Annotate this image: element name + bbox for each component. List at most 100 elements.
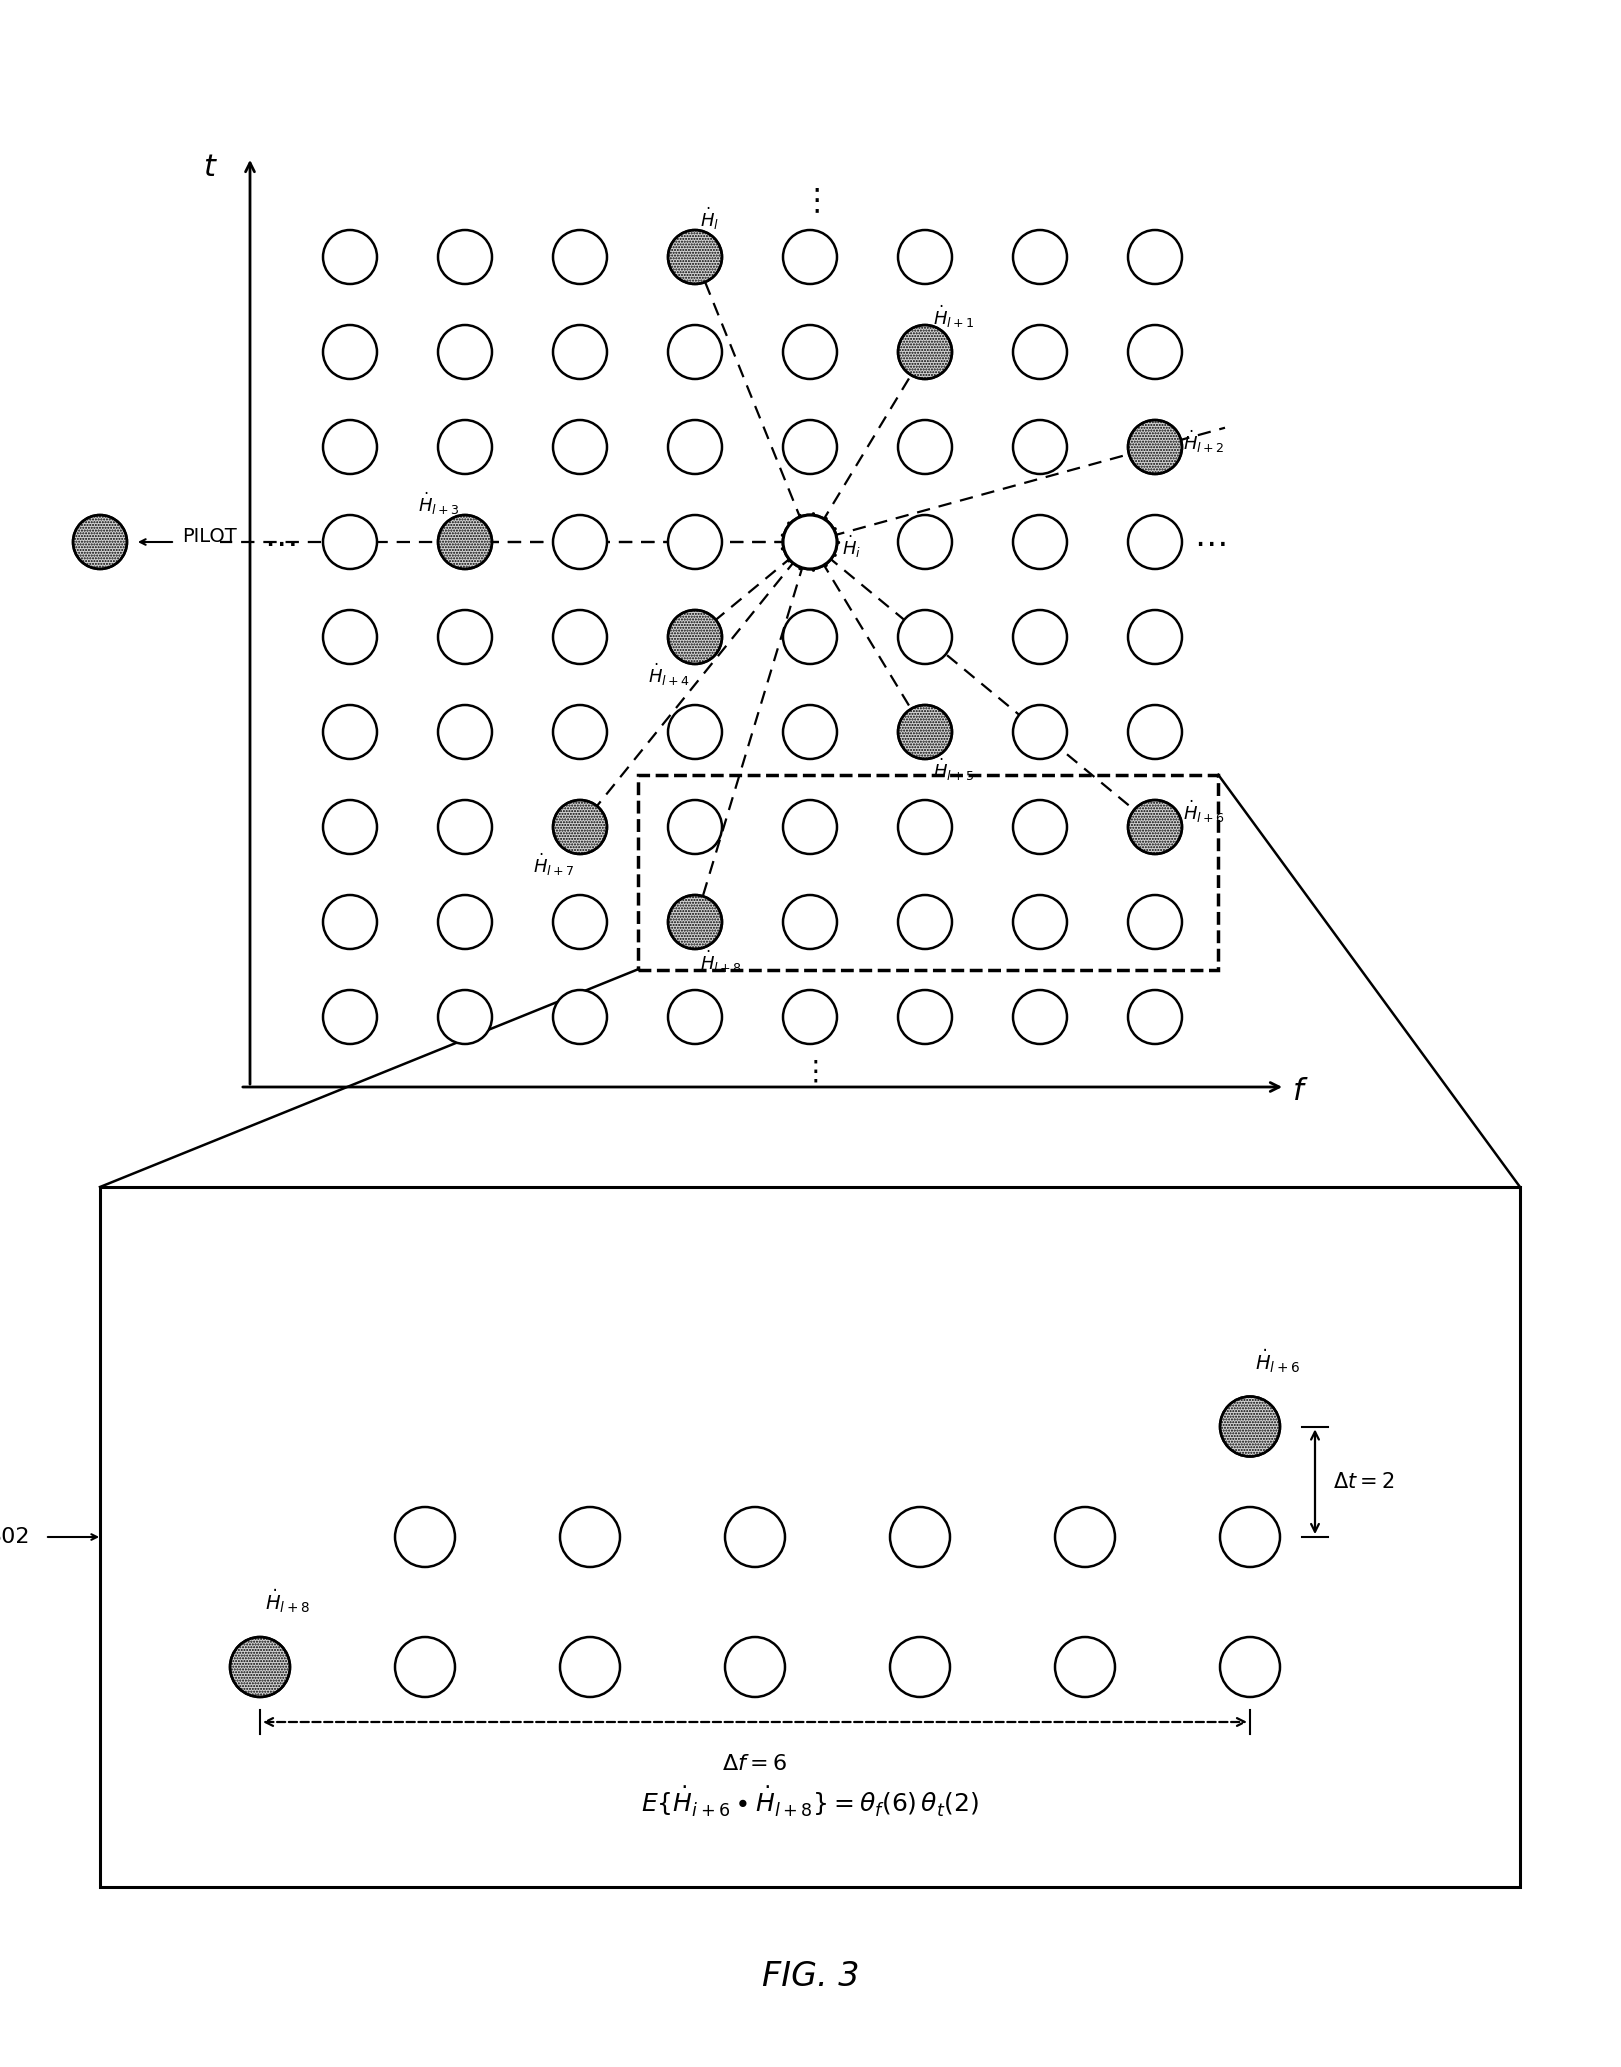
Circle shape <box>1128 895 1182 949</box>
Circle shape <box>1013 990 1067 1044</box>
Circle shape <box>323 325 378 378</box>
Text: $E\{\dot{H}_{i+6} \bullet \dot{H}_{l+8}\} = \theta_f(6)\,\theta_t(2)$: $E\{\dot{H}_{i+6} \bullet \dot{H}_{l+8}\… <box>640 1786 979 1819</box>
Text: $\dot{H}_{l+7}$: $\dot{H}_{l+7}$ <box>533 852 575 878</box>
Circle shape <box>438 515 493 568</box>
Circle shape <box>725 1507 785 1567</box>
Circle shape <box>438 325 493 378</box>
Circle shape <box>438 420 493 473</box>
Circle shape <box>323 229 378 283</box>
Circle shape <box>668 990 721 1044</box>
Circle shape <box>323 990 378 1044</box>
Circle shape <box>1013 705 1067 759</box>
Circle shape <box>668 895 721 949</box>
Circle shape <box>438 705 493 759</box>
Circle shape <box>783 420 836 473</box>
Circle shape <box>1128 800 1182 854</box>
Circle shape <box>783 610 836 664</box>
Circle shape <box>396 1507 456 1567</box>
Circle shape <box>73 515 126 568</box>
Circle shape <box>898 705 952 759</box>
Circle shape <box>898 990 952 1044</box>
Circle shape <box>438 800 493 854</box>
Circle shape <box>1128 705 1182 759</box>
Circle shape <box>438 229 493 283</box>
Text: $\dot{H}_{l+4}$: $\dot{H}_{l+4}$ <box>648 661 691 688</box>
Circle shape <box>668 515 721 568</box>
Circle shape <box>553 229 606 283</box>
Circle shape <box>1013 800 1067 854</box>
Circle shape <box>890 1637 950 1697</box>
Circle shape <box>553 800 606 854</box>
Circle shape <box>783 515 836 568</box>
Circle shape <box>1128 990 1182 1044</box>
Circle shape <box>553 705 606 759</box>
Circle shape <box>323 515 378 568</box>
Circle shape <box>668 420 721 473</box>
Circle shape <box>438 990 493 1044</box>
Circle shape <box>898 229 952 283</box>
Text: $\vdots$: $\vdots$ <box>801 1058 819 1085</box>
Circle shape <box>783 990 836 1044</box>
Circle shape <box>1128 325 1182 378</box>
Circle shape <box>783 895 836 949</box>
Circle shape <box>898 515 952 568</box>
Text: $\dot{H}_{l+3}$: $\dot{H}_{l+3}$ <box>418 490 460 517</box>
Circle shape <box>438 895 493 949</box>
Circle shape <box>1128 420 1182 473</box>
Circle shape <box>783 515 836 568</box>
Circle shape <box>396 1637 456 1697</box>
Text: $\Delta t = 2$: $\Delta t = 2$ <box>1332 1472 1394 1492</box>
Circle shape <box>783 705 836 759</box>
Circle shape <box>1013 420 1067 473</box>
Text: 302: 302 <box>0 1528 31 1546</box>
Text: $\dot{H}_l$: $\dot{H}_l$ <box>700 207 720 232</box>
Circle shape <box>1013 229 1067 283</box>
Bar <box>101 1186 1520 1887</box>
Circle shape <box>890 1507 950 1567</box>
Circle shape <box>438 610 493 664</box>
Text: $\vdots$: $\vdots$ <box>801 188 819 217</box>
Circle shape <box>323 420 378 473</box>
Circle shape <box>1013 895 1067 949</box>
Text: $\cdots$: $\cdots$ <box>1195 525 1225 558</box>
Circle shape <box>559 1637 619 1697</box>
Bar <box>637 775 1219 969</box>
Text: $\dot{H}_{l+6}$: $\dot{H}_{l+6}$ <box>1183 798 1225 825</box>
Text: $\cdots$: $\cdots$ <box>264 525 295 558</box>
Circle shape <box>1013 515 1067 568</box>
Circle shape <box>1221 1507 1281 1567</box>
Circle shape <box>323 895 378 949</box>
Circle shape <box>668 610 721 664</box>
Circle shape <box>1013 325 1067 378</box>
Circle shape <box>668 705 721 759</box>
Circle shape <box>1055 1507 1115 1567</box>
Circle shape <box>1128 515 1182 568</box>
Circle shape <box>559 1507 619 1567</box>
Circle shape <box>323 705 378 759</box>
Text: $\dot{H}_{l+8}$: $\dot{H}_{l+8}$ <box>264 1587 310 1614</box>
Circle shape <box>553 515 606 568</box>
Text: $\dot{H}_{l+8}$: $\dot{H}_{l+8}$ <box>700 949 742 976</box>
Text: $\dot{H}_{l+2}$: $\dot{H}_{l+2}$ <box>1183 428 1224 455</box>
Text: $\dot{H}_{l+1}$: $\dot{H}_{l+1}$ <box>934 304 974 331</box>
Circle shape <box>1221 1397 1281 1457</box>
Circle shape <box>898 610 952 664</box>
Circle shape <box>783 325 836 378</box>
Circle shape <box>553 610 606 664</box>
Circle shape <box>668 325 721 378</box>
Text: $t$: $t$ <box>203 153 217 182</box>
Circle shape <box>668 800 721 854</box>
Circle shape <box>230 1637 290 1697</box>
Circle shape <box>1055 1637 1115 1697</box>
Circle shape <box>898 420 952 473</box>
Circle shape <box>553 420 606 473</box>
Text: $\dot{H}_{l+6}$: $\dot{H}_{l+6}$ <box>1255 1346 1300 1375</box>
Text: $\Delta f = 6$: $\Delta f = 6$ <box>723 1755 788 1773</box>
Circle shape <box>898 325 952 378</box>
Circle shape <box>898 895 952 949</box>
Circle shape <box>1128 229 1182 283</box>
Circle shape <box>725 1637 785 1697</box>
Text: PILOT: PILOT <box>182 527 237 546</box>
Circle shape <box>553 990 606 1044</box>
Circle shape <box>1221 1637 1281 1697</box>
